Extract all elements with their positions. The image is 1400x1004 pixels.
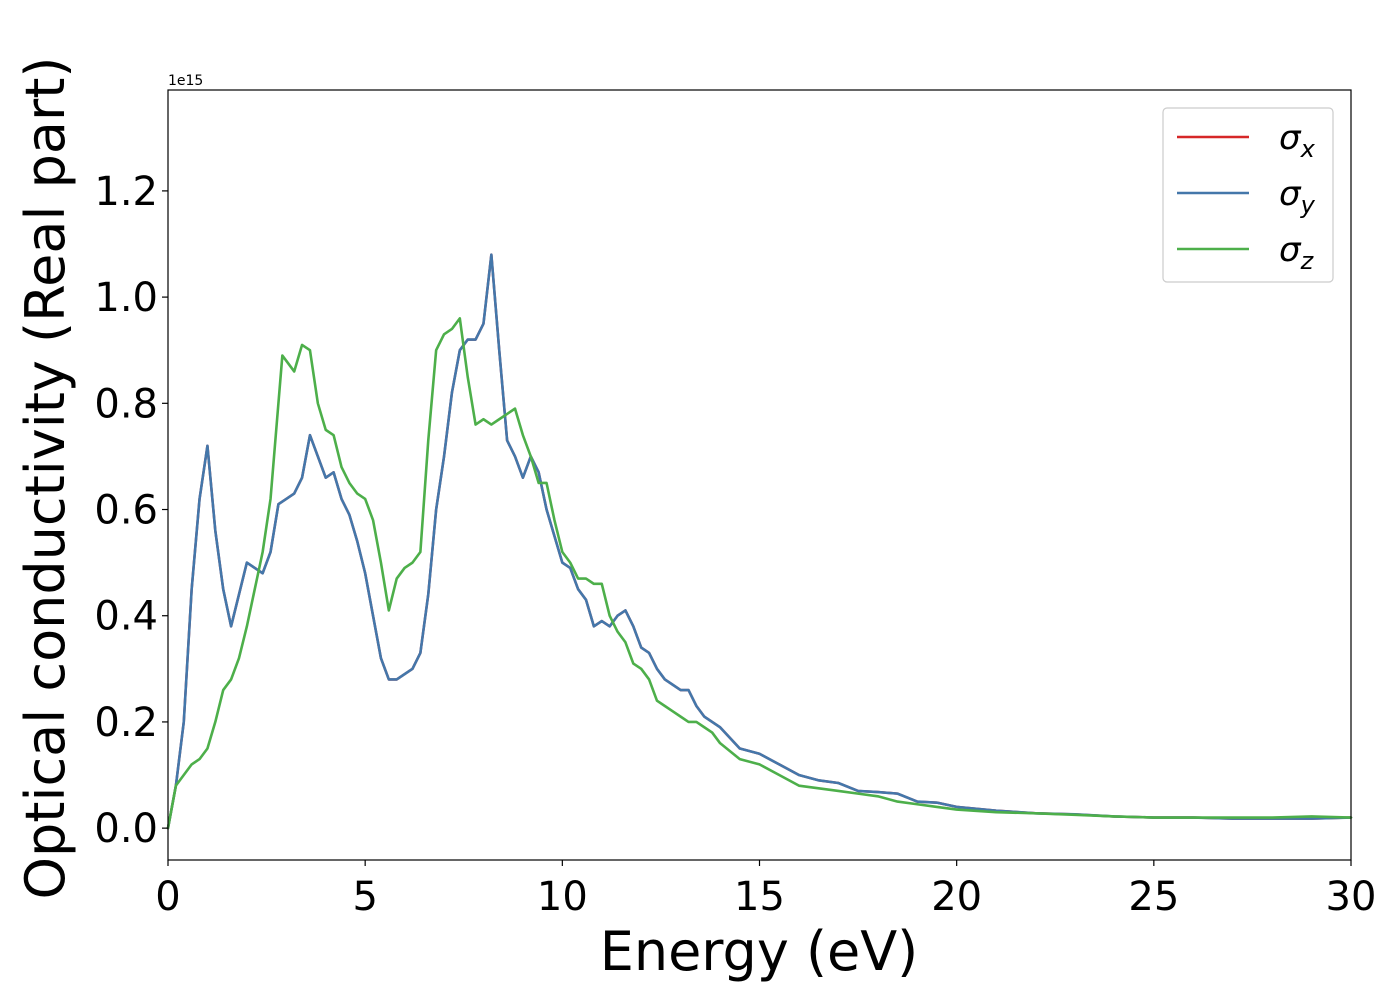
legend: σx σy σz [1162,107,1334,283]
x-tick-label: 15 [734,874,785,920]
legend-box [1162,107,1334,283]
x-tick-label: 20 [931,874,982,920]
x-tick-label: 5 [352,874,377,920]
legend-label-z: σz [1279,230,1315,275]
x-axis-label: Energy (eV) [600,920,919,983]
series-layer [166,253,1353,830]
x-tick-label: 30 [1326,874,1377,920]
y-axis-ticks: 0.0 0.2 0.4 0.6 0.8 1.0 1.2 [94,169,168,852]
y-tick-label: 0.2 [94,700,158,746]
x-tick-label: 25 [1128,874,1179,920]
y-tick-label: 0.0 [94,806,158,852]
y-tick-label: 0.4 [94,594,158,640]
y-tick-label: 1.2 [94,169,158,215]
series-line-x [166,253,1353,830]
legend-label-x: σx [1279,118,1316,163]
series-line-z [166,317,1353,830]
x-tick-label: 10 [537,874,588,920]
y-tick-label: 0.8 [94,381,158,427]
x-axis-ticks: 0 5 10 15 20 25 30 [155,860,1376,920]
y-axis-label: Optical conductivity (Real part) [14,57,77,900]
y-axis-offset-label: 1e15 [168,73,203,89]
y-tick-label: 0.6 [94,488,158,534]
legend-label-y: σy [1279,174,1316,219]
series-line-y [166,253,1353,830]
legend-items: σx σy σz [1177,118,1316,275]
x-tick-label: 0 [155,874,180,920]
y-tick-label: 1.0 [94,275,158,321]
